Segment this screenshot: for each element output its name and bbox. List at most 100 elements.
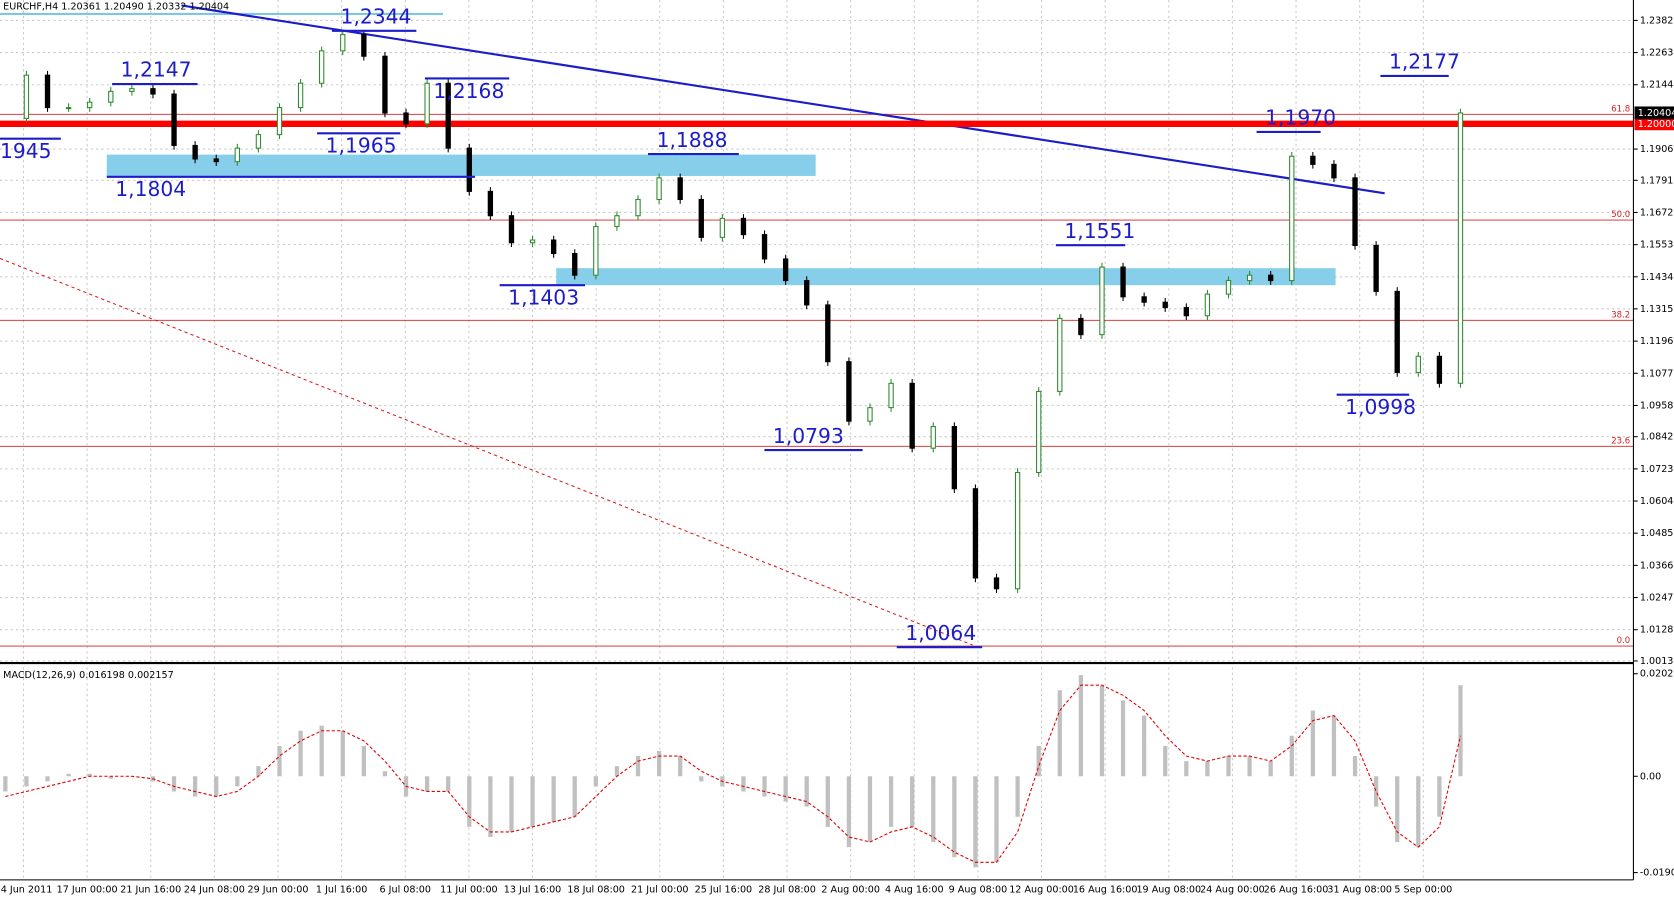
candle xyxy=(276,107,283,136)
grid xyxy=(0,0,1634,880)
candle xyxy=(23,74,30,119)
candle xyxy=(192,144,198,160)
macd-bar xyxy=(1184,761,1189,777)
macd-bar xyxy=(361,745,366,777)
y-tick-label: 1.03665 xyxy=(1640,560,1674,571)
candle xyxy=(761,234,768,260)
level-annotation: 1945 xyxy=(0,139,52,163)
y-tick-label: -0.01904 xyxy=(1640,868,1674,879)
x-tick-label: 11 Jul 00:00 xyxy=(440,884,498,895)
level-annotation: 1,1970 xyxy=(1265,106,1336,130)
macd-bar xyxy=(1015,776,1020,817)
y-tick-label: 1.08425 xyxy=(1640,432,1674,443)
macd-bar xyxy=(66,773,71,777)
candle xyxy=(572,253,578,276)
macd-bar xyxy=(973,776,978,868)
x-tick-label: 16 Aug 16:00 xyxy=(1073,884,1138,895)
candle xyxy=(65,107,72,110)
fib-label: 0.0 xyxy=(1617,636,1631,646)
macd-bar xyxy=(235,776,240,787)
x-tick-label: 28 Jul 08:00 xyxy=(758,884,816,895)
macd-bar xyxy=(888,776,894,827)
macd-bar xyxy=(340,730,345,777)
x-tick-label: 24 Aug 00:00 xyxy=(1200,884,1265,895)
candle xyxy=(1141,296,1147,303)
candle xyxy=(150,88,156,95)
candle xyxy=(1436,355,1443,384)
macd-bar xyxy=(424,776,430,792)
y-tick-label: 0.020264 xyxy=(1640,669,1674,680)
candle xyxy=(635,198,641,217)
macd-bar xyxy=(1373,776,1379,807)
level-annotation: 1,2168 xyxy=(433,79,504,103)
x-tick-label: 13 Jul 16:00 xyxy=(504,884,562,895)
candle xyxy=(804,280,810,306)
x-tick-label: 26 Aug 16:00 xyxy=(1264,884,1329,895)
candle xyxy=(1014,471,1021,590)
macd-title: MACD(12,26,9) 0.016198 0.002157 xyxy=(3,670,174,681)
candle xyxy=(951,426,958,490)
macd-bar xyxy=(825,776,830,827)
macd-bar xyxy=(1142,715,1147,777)
macd-bar xyxy=(108,776,113,779)
level-annotation: 1,0064 xyxy=(905,621,976,645)
candle xyxy=(972,488,979,579)
y-tick-label: 1.07235 xyxy=(1640,464,1674,475)
x-tick-label: 9 Aug 08:00 xyxy=(949,884,1008,895)
macd-bar xyxy=(530,776,535,827)
macd-bar xyxy=(1226,756,1231,777)
y-tick-label: 1.02475 xyxy=(1640,593,1674,604)
candle xyxy=(1268,274,1274,282)
macd-bar xyxy=(256,766,261,777)
y-tick-label: 1.15530 xyxy=(1640,240,1674,251)
candle xyxy=(1310,155,1316,165)
candle xyxy=(1057,317,1063,392)
candle xyxy=(593,225,599,276)
macd-bar xyxy=(741,776,746,792)
candle xyxy=(424,82,430,125)
macd-bar xyxy=(3,776,8,792)
macd-bar xyxy=(1289,735,1294,777)
macd-bar xyxy=(45,776,50,782)
candle xyxy=(1120,266,1126,298)
y-tick-label: 1.10770 xyxy=(1640,368,1674,379)
macd-bar xyxy=(1036,745,1041,777)
macd-bar xyxy=(1205,761,1210,777)
current-price-box xyxy=(1634,106,1674,120)
macd-bar xyxy=(867,776,873,843)
candle xyxy=(656,177,662,201)
level-annotation: 1,1888 xyxy=(657,128,728,152)
macd-bar xyxy=(171,776,177,792)
y-tick-label: 1.13155 xyxy=(1640,304,1674,315)
macd-bar xyxy=(1352,756,1358,777)
macd-bar xyxy=(1099,685,1105,777)
macd-bar xyxy=(635,756,641,777)
signal-line xyxy=(5,684,1461,863)
y-tick-label: 1.17910 xyxy=(1640,175,1674,186)
candle xyxy=(867,407,873,422)
macd-bar xyxy=(1310,710,1315,777)
candle xyxy=(1373,244,1379,292)
level-annotation: 1,0793 xyxy=(773,424,844,448)
fib-label: 23.6 xyxy=(1611,436,1630,446)
candle xyxy=(403,112,409,125)
x-tick-label: 1 Jul 16:00 xyxy=(316,884,367,895)
macd-bar xyxy=(214,776,219,797)
macd-bar xyxy=(678,756,683,777)
candle xyxy=(993,577,1000,590)
macd-bar xyxy=(1458,685,1463,777)
level-annotation: 1,0998 xyxy=(1345,395,1416,419)
candle xyxy=(108,90,114,103)
macd-bar xyxy=(446,776,451,792)
y-tick-label: 1.21445 xyxy=(1640,80,1674,91)
macd-bar xyxy=(319,725,324,777)
macd-bar xyxy=(87,773,92,777)
x-tick-label: 19 Aug 08:00 xyxy=(1136,884,1201,895)
y-tick-label: 1.04855 xyxy=(1640,528,1674,539)
candle xyxy=(1352,177,1358,246)
macd-bar xyxy=(952,776,957,858)
candle xyxy=(888,382,894,409)
candle xyxy=(508,215,515,244)
candle xyxy=(297,82,304,109)
x-tick-label: 29 Jun 00:00 xyxy=(248,884,309,895)
